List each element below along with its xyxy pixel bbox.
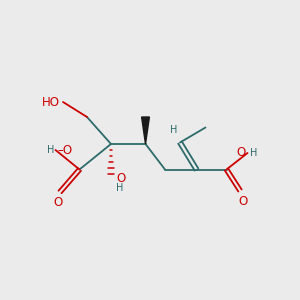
Text: H: H (116, 183, 124, 194)
Text: O: O (116, 172, 126, 185)
Text: HO: HO (41, 95, 59, 109)
Text: H: H (46, 145, 54, 155)
Text: –O: –O (57, 143, 72, 157)
Text: O: O (54, 196, 63, 209)
Text: H: H (170, 125, 177, 135)
Text: O: O (237, 146, 246, 160)
Text: H: H (250, 148, 257, 158)
Text: O: O (238, 195, 247, 208)
Polygon shape (142, 117, 149, 144)
